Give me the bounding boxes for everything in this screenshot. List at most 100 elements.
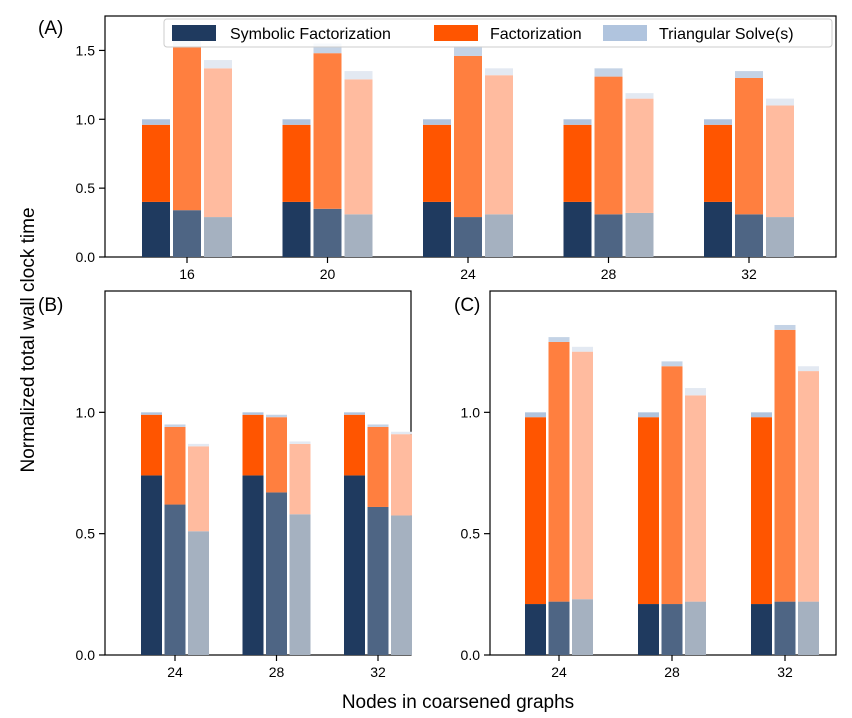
- panel-a-bar-28-1-solve: [563, 119, 592, 125]
- panel-a-bar-16-3-symbolic: [204, 217, 232, 257]
- panel-b-bar-28-3-symbolic: [289, 514, 311, 655]
- panel-b-ytick-label: 0.0: [76, 647, 96, 663]
- panel-b-bar-28-3-factorization: [289, 443, 311, 515]
- y-axis-label: Normalized total wall clock time: [18, 207, 39, 472]
- panel-c-bar-32-3-factorization: [798, 371, 819, 602]
- panel-c-bar-24-1-factorization: [525, 417, 546, 605]
- panel-a-bar-32-3-symbolic: [766, 217, 794, 257]
- legend-swatch-solve: [603, 25, 647, 41]
- panel-a-bar-24-2-factorization: [454, 55, 482, 218]
- panel-b-bar-28-2-factorization: [266, 417, 287, 493]
- panel-a-xtick-label: 28: [601, 266, 617, 282]
- panel-a-bar-20-3-factorization: [344, 79, 373, 215]
- panel-c-bar-24-2-symbolic: [548, 601, 570, 655]
- panel-a-bar-16-3-solve: [204, 60, 232, 69]
- panel-a-ytick-label: 1.0: [76, 111, 96, 127]
- panel-b-bar-32-3-solve: [391, 431, 412, 435]
- panel-a-bar-28-1-symbolic: [563, 201, 592, 257]
- panel-a-bar-20-2-factorization: [313, 53, 342, 209]
- panel-a-ytick-label: 0.0: [76, 249, 96, 265]
- panel-c-bar-24-1-symbolic: [525, 604, 546, 655]
- panel-a-bar-28-3-factorization: [625, 98, 654, 213]
- panel-a-bar-28-2-symbolic: [594, 214, 623, 257]
- panel-a-xtick-label: 32: [741, 266, 757, 282]
- panel-b-chart: 0.0 0.5 1.0 24 28 32: [76, 290, 412, 680]
- panel-b-bar-28-1-factorization: [242, 414, 264, 476]
- panel-c-bar-32-1-factorization: [751, 417, 772, 605]
- panel-a-bar-28-3-symbolic: [625, 212, 654, 257]
- panel-b-ytick-label: 0.5: [76, 526, 96, 542]
- panel-a-bar-20-2-symbolic: [313, 208, 342, 257]
- panel-b-bar-24-1-symbolic: [141, 475, 162, 655]
- panel-b-xtick-label: 32: [370, 664, 386, 680]
- panel-b-bar-24-3-factorization: [188, 446, 209, 532]
- panel-a-bar-32-1-symbolic: [704, 201, 732, 257]
- panel-c-bar-24-2-solve: [548, 337, 570, 342]
- x-axis-label: Nodes in coarsened graphs: [342, 692, 574, 713]
- panel-a-bar-32-3-factorization: [766, 105, 794, 218]
- panel-b-bar-32-2-factorization: [367, 426, 389, 507]
- panel-b-bar-24-2-factorization: [164, 426, 186, 505]
- legend-label-factorization: Factorization: [490, 26, 582, 43]
- panel-c-ytick-label: 0.5: [461, 526, 481, 542]
- panel-a-bar-24-2-solve: [454, 46, 482, 56]
- panel-b-ytick-label: 1.0: [76, 404, 96, 420]
- panel-b-bar-24-2-solve: [164, 424, 186, 427]
- panel-c-bar-24-2-factorization: [548, 341, 570, 602]
- panel-a-bar-16-3-factorization: [204, 68, 232, 218]
- panel-c-bar-28-3-solve: [685, 388, 706, 396]
- panel-b-bar-24-1-factorization: [141, 414, 162, 476]
- panel-c-bar-32-2-solve: [774, 324, 796, 330]
- panel-c-xtick-label: 32: [777, 664, 793, 680]
- panel-a-bar-16-2-symbolic: [173, 210, 201, 257]
- panel-a-bar-28-3-solve: [625, 93, 654, 99]
- panel-a-bar-20-1-solve: [282, 119, 311, 125]
- legend-frame: [163, 18, 833, 48]
- panel-b-bar-24-2-symbolic: [164, 504, 186, 655]
- panel-a-bar-32-3-solve: [766, 98, 794, 106]
- panel-c-xtick-label: 24: [551, 664, 567, 680]
- legend-swatch-factorization: [434, 25, 478, 41]
- legend-label-solve: Triangular Solve(s): [659, 26, 794, 43]
- panel-c-bar-28-1-symbolic: [638, 604, 659, 655]
- panel-a-bar-24-1-factorization: [423, 124, 451, 202]
- panel-c-bar-28-2-factorization: [661, 366, 683, 605]
- panel-b-bar-24-3-solve: [188, 443, 209, 447]
- panel-a-bar-32-2-factorization: [735, 77, 763, 215]
- panel-c-bar-24-1-solve: [525, 412, 546, 418]
- panel-c-bar-28-3-symbolic: [685, 601, 706, 655]
- panel-a-ytick-label: 0.5: [76, 180, 96, 196]
- panel-c-bar-24-3-solve: [572, 346, 593, 352]
- panel-b-bar-28-1-solve: [242, 412, 264, 415]
- panel-a-bar-24-3-solve: [485, 68, 513, 76]
- panel-b-bar-32-2-symbolic: [367, 506, 389, 655]
- panel-c-bar-32-3-solve: [798, 366, 819, 372]
- panel-b-xtick-label: 24: [167, 664, 183, 680]
- panel-b-bar-32-2-solve: [367, 424, 389, 427]
- panel-b-bar-32-3-symbolic: [391, 515, 412, 655]
- panel-b-bar-28-3-solve: [289, 441, 311, 444]
- panel-label-c: (C): [454, 295, 480, 316]
- panel-b-bar-32-3-factorization: [391, 434, 412, 516]
- panel-c-ytick-label: 0.0: [461, 647, 481, 663]
- panel-b-bar-28-1-symbolic: [242, 475, 264, 655]
- panel-a-bar-20-3-symbolic: [344, 214, 373, 257]
- panel-b-bar-28-2-solve: [266, 414, 287, 418]
- panel-c-chart: 0.0 0.5 1.0 24 28 32: [461, 290, 837, 680]
- panel-a-bar-24-3-symbolic: [485, 214, 513, 257]
- panel-a-bar-32-1-solve: [704, 119, 732, 125]
- panel-c-xtick-label: 28: [664, 664, 680, 680]
- panel-a-bar-32-2-symbolic: [735, 214, 763, 257]
- panel-a-bar-20-3-solve: [344, 71, 373, 80]
- panel-c-bar-24-3-factorization: [572, 351, 593, 600]
- panel-label-b: (B): [38, 295, 63, 316]
- panel-b-xtick-label: 28: [269, 664, 285, 680]
- panel-b-bar-24-1-solve: [141, 412, 162, 415]
- panel-c-bar-32-2-factorization: [774, 329, 796, 602]
- panel-b-bar-32-1-symbolic: [344, 475, 365, 655]
- panel-c-bar-28-1-solve: [638, 412, 659, 418]
- panel-a-bar-24-1-solve: [423, 119, 451, 125]
- legend-swatch-symbolic: [172, 25, 216, 41]
- panel-a-xtick-label: 20: [320, 266, 336, 282]
